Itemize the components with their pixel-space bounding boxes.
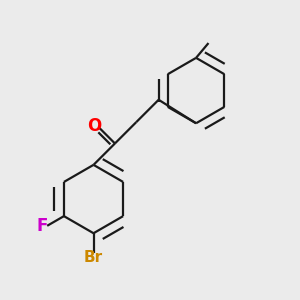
Text: Br: Br <box>84 250 103 266</box>
Text: O: O <box>87 117 101 135</box>
Text: F: F <box>36 217 47 235</box>
